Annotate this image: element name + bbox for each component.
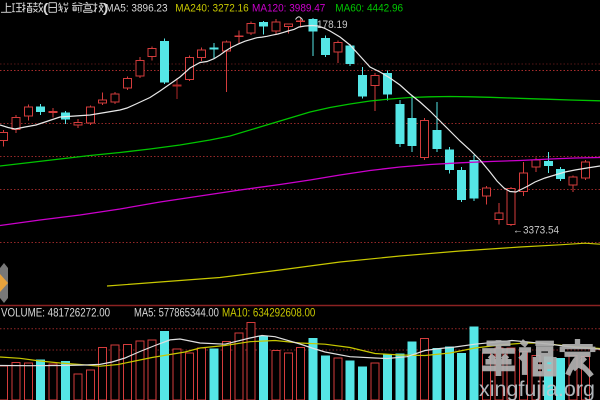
svg-text:(: ( xyxy=(43,1,47,15)
svg-text:): ) xyxy=(104,1,108,15)
svg-text:MA10: 634292608.00: MA10: 634292608.00 xyxy=(222,307,315,320)
svg-text:MA240: 3272.16: MA240: 3272.16 xyxy=(175,2,248,15)
svg-text:MA5: 3896.23: MA5: 3896.23 xyxy=(105,2,167,15)
svg-text:VOLUME: 481726272.00: VOLUME: 481726272.00 xyxy=(1,307,110,320)
svg-text:MA60: 4442.96: MA60: 4442.96 xyxy=(335,2,403,15)
svg-text:MA5: 577865344.00: MA5: 577865344.00 xyxy=(134,307,219,320)
svg-text:←3373.54: ←3373.54 xyxy=(513,224,559,237)
svg-text:xingfujia.org: xingfujia.org xyxy=(479,377,595,400)
svg-text:MA120: 3989.47: MA120: 3989.47 xyxy=(252,2,325,15)
svg-text:178.19: 178.19 xyxy=(317,18,348,31)
